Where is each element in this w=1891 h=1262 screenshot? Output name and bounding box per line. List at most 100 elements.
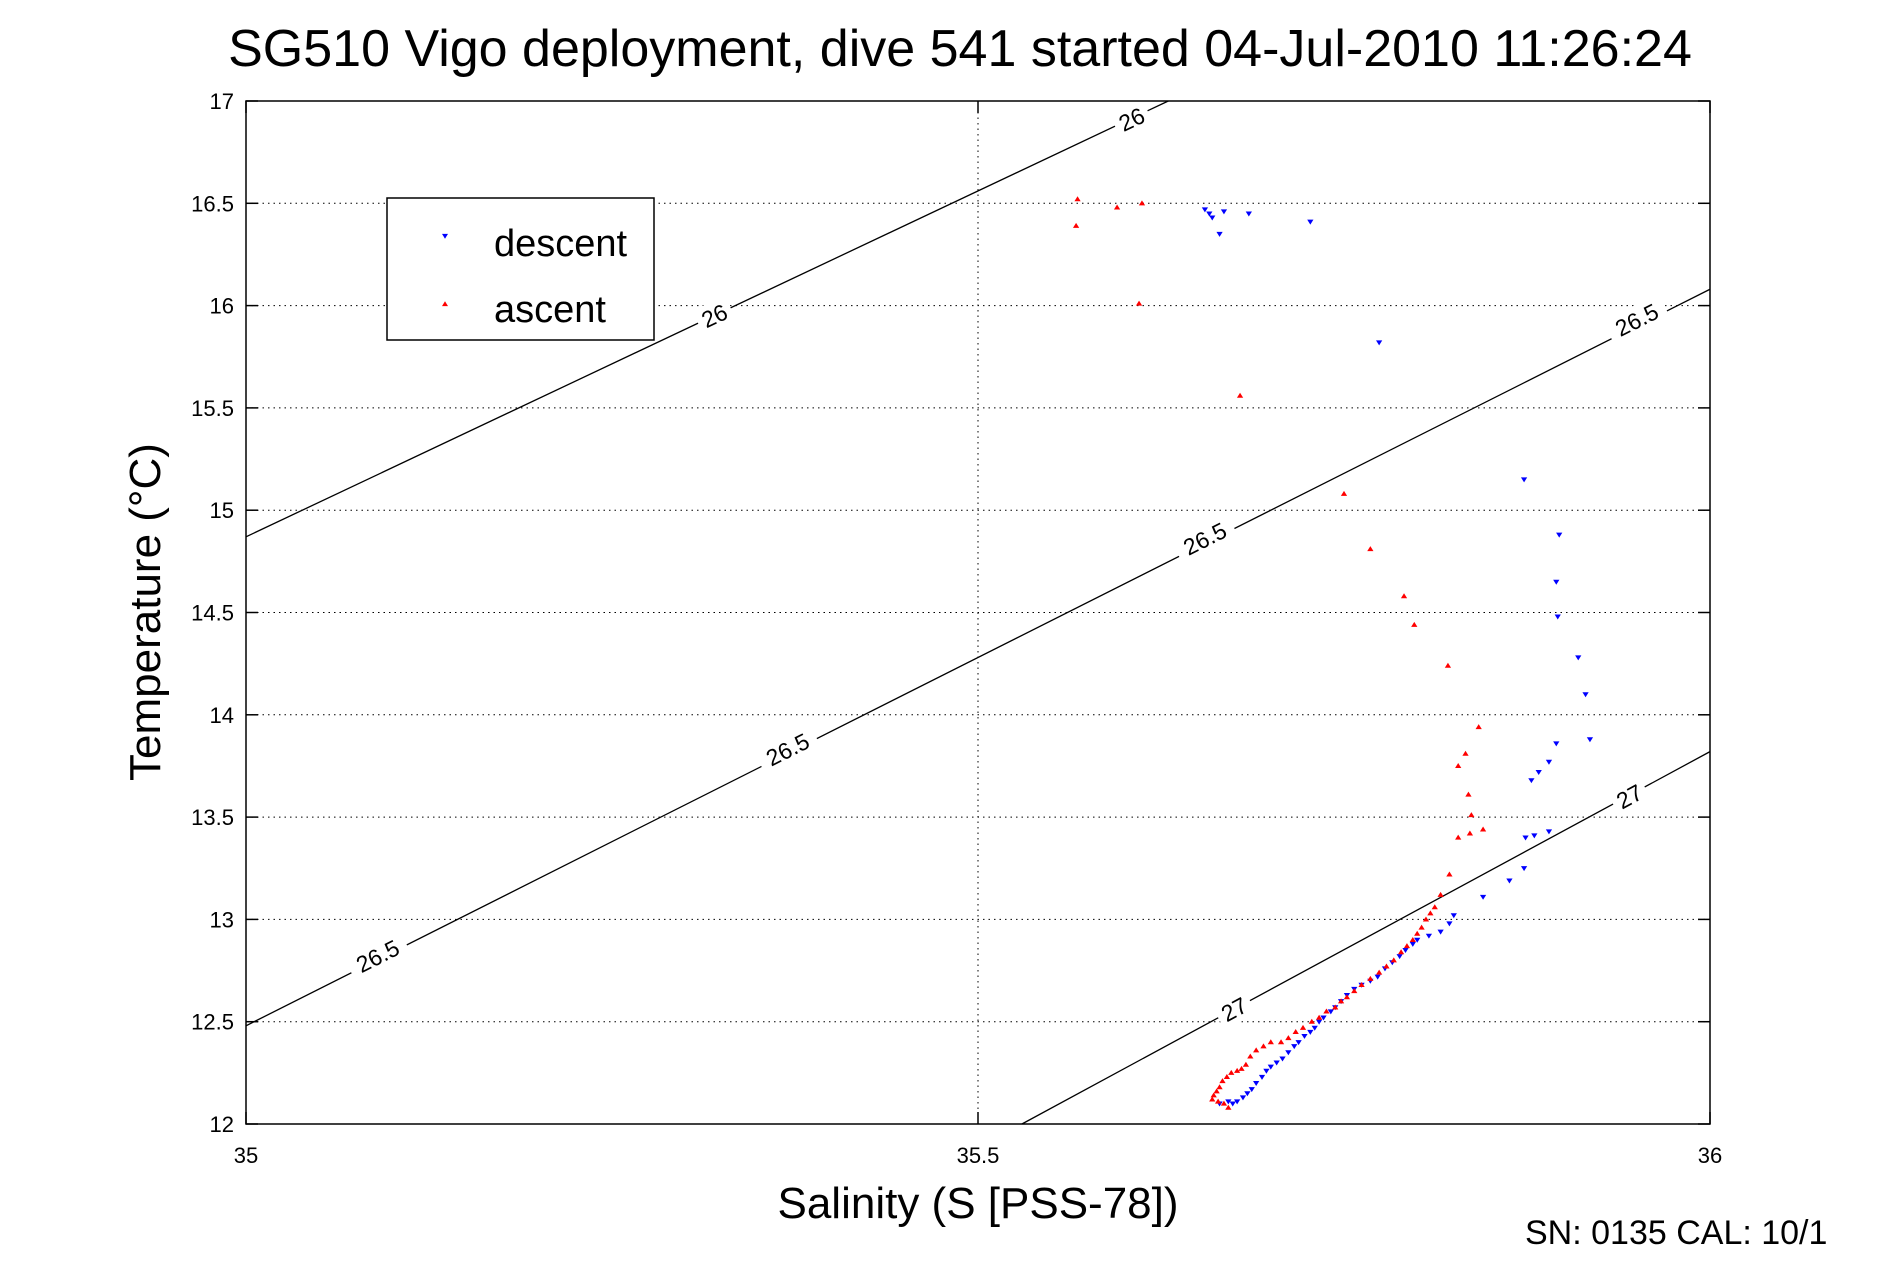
y-tick-label: 13.5 — [191, 805, 234, 830]
point-ascent — [1376, 969, 1383, 975]
point-descent — [1307, 1029, 1314, 1035]
point-descent — [1239, 1095, 1247, 1101]
point-descent — [1244, 1091, 1251, 1097]
point-descent — [1225, 1099, 1232, 1105]
point-descent — [1220, 209, 1228, 215]
point-descent — [1575, 655, 1582, 661]
point-descent — [1206, 211, 1213, 217]
point-ascent — [1074, 196, 1081, 202]
point-descent — [1209, 215, 1216, 221]
point-descent — [1522, 835, 1529, 841]
point-ascent — [1223, 1074, 1231, 1080]
point-ascent — [1468, 812, 1475, 818]
chart-title: SG510 Vigo deployment, dive 541 started … — [228, 20, 1692, 78]
point-ascent — [1367, 975, 1374, 981]
point-descent — [1402, 948, 1409, 954]
y-tick-label: 14 — [210, 703, 234, 728]
point-ascent — [1455, 763, 1462, 769]
point-descent — [1545, 829, 1553, 835]
point-ascent — [1403, 943, 1411, 949]
point-descent — [1446, 921, 1453, 927]
point-descent — [1553, 741, 1560, 747]
y-tick-label: 15.5 — [191, 396, 234, 421]
point-ascent — [1285, 1035, 1292, 1041]
point-descent — [1285, 1050, 1292, 1056]
point-ascent — [1383, 963, 1390, 969]
contour-label-gap — [1602, 293, 1671, 347]
x-tick-label: 35.5 — [957, 1143, 1000, 1168]
contour-label-gap — [1606, 775, 1652, 818]
point-descent — [1545, 759, 1553, 765]
contour-label-26.5: 26.5 — [753, 723, 822, 777]
point-ascent — [1427, 910, 1434, 916]
point-ascent — [1260, 1043, 1267, 1049]
contour-label-26: 26 — [1109, 99, 1154, 140]
legend: descent ascent — [386, 197, 655, 341]
point-descent — [1520, 866, 1528, 872]
point-descent — [1437, 929, 1444, 935]
point-ascent — [1138, 200, 1146, 206]
point-descent — [1414, 937, 1421, 943]
point-ascent — [1466, 830, 1474, 836]
point-ascent — [1292, 1029, 1299, 1035]
point-descent — [1229, 1101, 1236, 1107]
point-ascent — [1475, 724, 1482, 730]
contour-label-26.5: 26.5 — [1170, 512, 1239, 566]
x-tick-label: 36 — [1698, 1143, 1722, 1168]
point-ascent — [1431, 904, 1438, 910]
point-descent — [1479, 894, 1487, 900]
point-ascent — [1209, 1096, 1216, 1102]
point-descent — [1520, 477, 1528, 483]
point-ascent — [1135, 300, 1143, 306]
y-tick-label: 12.5 — [191, 1010, 234, 1035]
point-ascent — [1072, 222, 1080, 228]
point-ascent — [1216, 1084, 1223, 1090]
point-ascent — [1444, 662, 1452, 668]
point-ascent — [1358, 981, 1365, 987]
point-descent — [1582, 692, 1589, 698]
point-ascent — [1247, 1053, 1254, 1059]
point-ascent — [1422, 916, 1430, 922]
point-ascent — [1213, 1088, 1220, 1094]
point-ascent — [1340, 490, 1348, 496]
footer-serial-cal: SN: 0135 CAL: 10/1 — [1525, 1214, 1827, 1252]
point-ascent — [1323, 1008, 1330, 1014]
point-descent — [1248, 1087, 1255, 1093]
point-ascent — [1238, 1065, 1245, 1071]
point-ascent — [1308, 1018, 1315, 1024]
point-ascent — [1253, 1047, 1260, 1053]
contour-label-gap — [753, 723, 822, 777]
point-ascent — [1332, 1004, 1339, 1010]
point-ascent — [1113, 204, 1121, 210]
y-tick-label: 14.5 — [191, 601, 234, 626]
point-descent — [1291, 1044, 1298, 1050]
contour-label-27: 27 — [1606, 775, 1652, 818]
y-tick-label: 17 — [210, 89, 234, 114]
point-descent — [1535, 770, 1542, 776]
contour-label-26.5: 26.5 — [1602, 293, 1671, 347]
point-descent — [1409, 941, 1416, 947]
point-ascent — [1214, 1098, 1222, 1104]
point-descent — [1556, 532, 1563, 538]
point-ascent — [1351, 988, 1358, 994]
y-tick-label: 12 — [210, 1112, 234, 1137]
point-descent — [1327, 1009, 1334, 1015]
contour-label-27: 27 — [1211, 988, 1257, 1031]
point-descent — [1245, 211, 1252, 217]
legend-marker-ascent — [442, 301, 448, 307]
point-descent — [1376, 340, 1383, 346]
data-points — [1072, 196, 1594, 1110]
contour-label-gap — [343, 929, 412, 983]
contour-label-gap — [1109, 99, 1154, 140]
x-tick-label: 35 — [234, 1143, 258, 1168]
y-tick-label: 15 — [210, 498, 234, 523]
point-descent — [1253, 1081, 1260, 1086]
point-ascent — [1299, 1024, 1307, 1030]
point-ascent — [1267, 1039, 1274, 1045]
point-descent — [1374, 974, 1381, 980]
point-descent — [1396, 954, 1403, 960]
point-ascent — [1228, 1069, 1235, 1075]
point-descent — [1263, 1068, 1270, 1074]
contour-line-27 — [1021, 751, 1711, 1125]
